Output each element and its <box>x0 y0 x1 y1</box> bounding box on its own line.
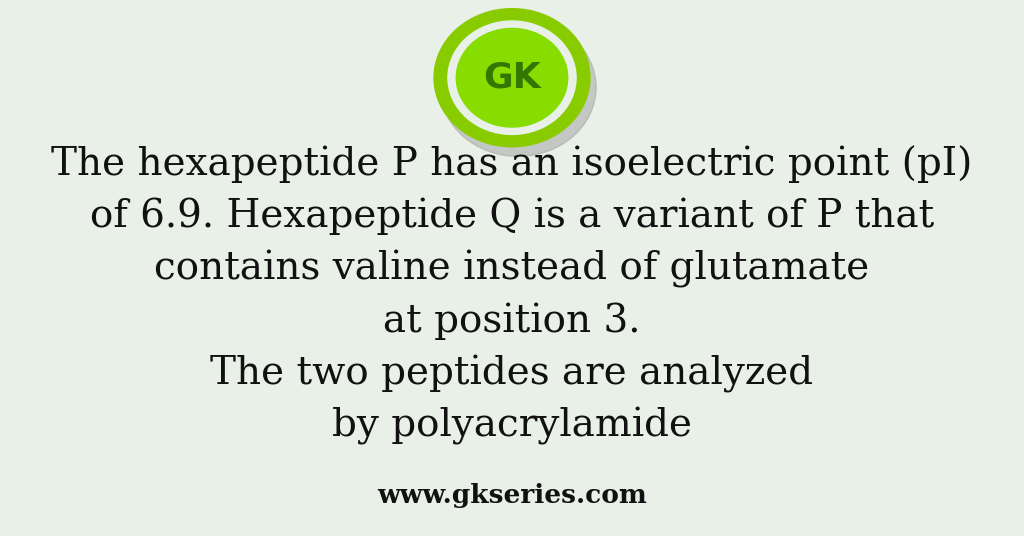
Ellipse shape <box>440 18 596 157</box>
Text: www.gkseries.com: www.gkseries.com <box>377 483 647 508</box>
Ellipse shape <box>434 9 590 147</box>
Ellipse shape <box>447 21 577 135</box>
Text: The hexapeptide P has an isoelectric point (pI)
of 6.9. Hexapeptide Q is a varia: The hexapeptide P has an isoelectric poi… <box>51 145 973 445</box>
Ellipse shape <box>457 28 567 127</box>
Text: GK: GK <box>483 61 541 95</box>
